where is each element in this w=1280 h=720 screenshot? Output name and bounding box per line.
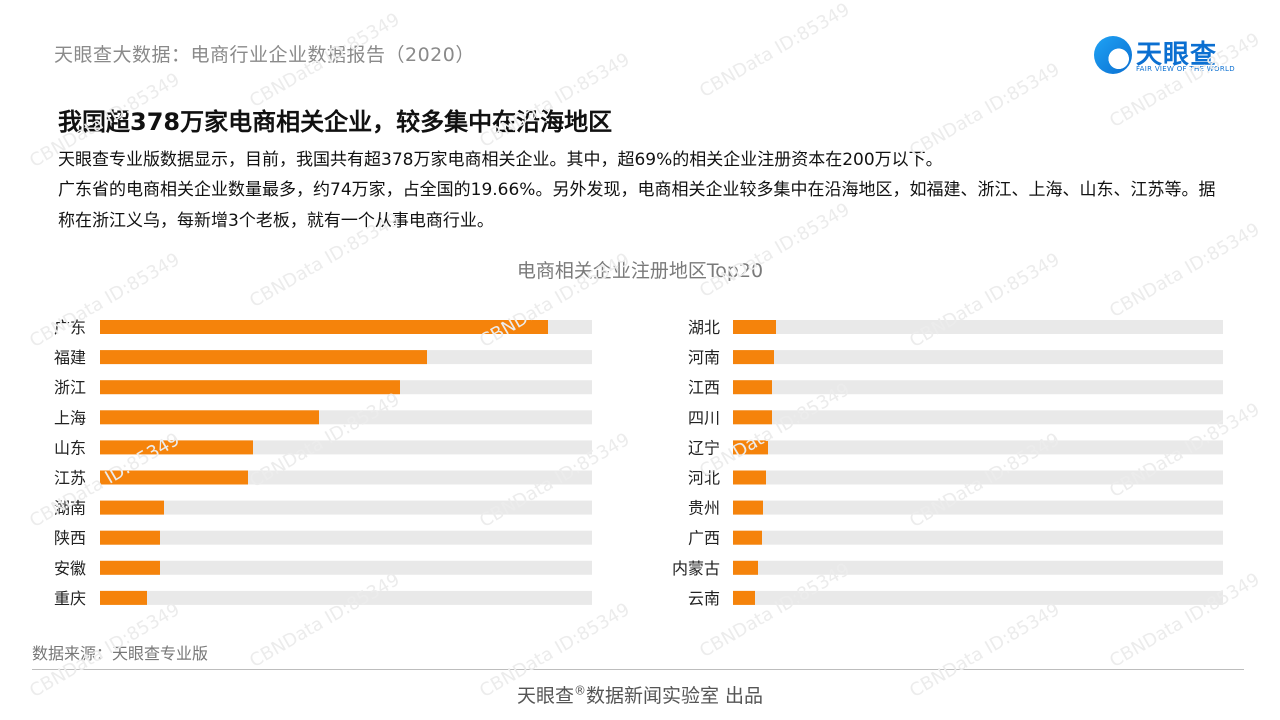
body-paragraph-2: 广东省的电商相关企业数量最多，约74万家，占全国的19.66%。另外发现，电商相…: [58, 180, 1216, 231]
bar-track: [733, 350, 1223, 365]
category-label: 湖南: [54, 499, 86, 518]
bar-track: [100, 500, 592, 515]
category-label: 四川: [688, 408, 720, 427]
bar: [100, 350, 427, 365]
bar: [100, 590, 147, 605]
bar: [100, 560, 160, 575]
bar-track: [733, 560, 1223, 575]
category-label: 安徽: [54, 559, 86, 578]
bar: [100, 380, 400, 395]
registered-mark: ®: [573, 683, 586, 698]
tianyancha-logo: 天眼查 FAIR VIEW OF THE WORLD: [1094, 36, 1235, 78]
data-source: 数据来源：天眼查专业版: [32, 644, 209, 663]
category-label: 云南: [688, 589, 720, 608]
bar: [733, 500, 763, 515]
bar-track: [733, 410, 1223, 425]
category-label: 贵州: [688, 499, 720, 518]
category-label: 重庆: [54, 589, 86, 608]
footer-credit-brand: 天眼查: [516, 685, 574, 707]
bar: [733, 590, 755, 605]
logo-tagline: FAIR VIEW OF THE WORLD: [1136, 65, 1235, 73]
footer-divider: [32, 669, 1244, 670]
bar: [100, 470, 248, 485]
bar: [100, 530, 160, 545]
category-label: 浙江: [54, 378, 86, 397]
category-label: 上海: [54, 408, 86, 427]
bar: [100, 500, 164, 515]
logo-mark-icon: [1094, 36, 1132, 74]
category-label: 河南: [688, 348, 720, 367]
category-label: 湖北: [688, 318, 720, 337]
category-label: 福建: [54, 348, 86, 367]
category-label: 江苏: [54, 469, 86, 488]
footer-credit-text: 数据新闻实验室 出品: [585, 685, 764, 707]
bar-track: [733, 590, 1223, 605]
body-paragraph-1: 天眼查专业版数据显示，目前，我国共有超378万家电商相关企业。其中，超69%的相…: [58, 150, 943, 170]
bar-track: [100, 560, 592, 575]
bar: [733, 530, 762, 545]
bar: [733, 470, 766, 485]
category-label: 内蒙古: [672, 559, 720, 578]
bar: [733, 410, 772, 425]
bar-track: [733, 320, 1223, 334]
bar: [733, 560, 758, 575]
category-label: 广东: [54, 318, 86, 337]
bar-track: [733, 440, 1223, 455]
category-label: 广西: [688, 529, 720, 548]
bar: [733, 320, 776, 334]
footer-credit: 天眼查®数据新闻实验室 出品: [0, 681, 1280, 708]
bar: [733, 350, 774, 365]
category-label: 辽宁: [688, 438, 720, 457]
category-label: 山东: [54, 438, 86, 457]
logo-name: 天眼查: [1136, 40, 1218, 70]
bar: [100, 440, 253, 455]
report-title: 天眼查大数据：电商行业企业数据报告（2020）: [54, 44, 475, 66]
category-label: 河北: [688, 469, 720, 488]
bar-track: [100, 590, 592, 605]
bar-track: [733, 530, 1223, 545]
category-label: 江西: [688, 378, 720, 397]
headline: 我国超378万家电商相关企业，较多集中在沿海地区: [58, 108, 613, 136]
category-label: 陕西: [54, 529, 86, 548]
bar-track: [733, 470, 1223, 485]
bar-track: [100, 530, 592, 545]
bar: [733, 380, 772, 395]
chart-title: 电商相关企业注册地区Top20: [516, 260, 764, 282]
bar: [100, 320, 548, 334]
bar: [100, 410, 319, 425]
bar-track: [733, 500, 1223, 515]
bar-track: [733, 380, 1223, 395]
bar: [733, 440, 768, 455]
